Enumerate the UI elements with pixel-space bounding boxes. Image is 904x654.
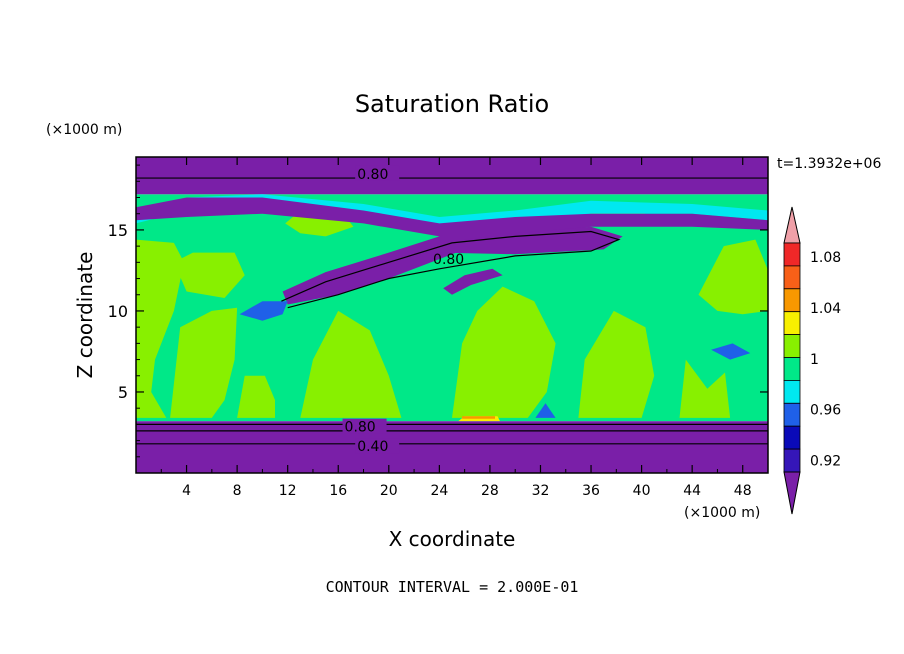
contour-label: 0.80 bbox=[433, 252, 464, 268]
x-tick-label: 36 bbox=[582, 483, 600, 499]
contour-label: 0.80 bbox=[357, 167, 388, 183]
y-tick-label: 10 bbox=[108, 302, 128, 321]
x-axis: 4 8 12 16 20 24 28 32 36 40 44 48 bbox=[160, 157, 752, 499]
plot-frame bbox=[135, 156, 769, 474]
contour-lines: 0.80 0.80 0.80 0.40 bbox=[136, 165, 768, 455]
plot-area bbox=[136, 157, 768, 473]
colorbar-swatch bbox=[783, 265, 801, 290]
field-patch bbox=[679, 359, 731, 418]
x-tick-label: 16 bbox=[329, 483, 347, 499]
x-tick-label: 40 bbox=[633, 483, 651, 499]
time-label: t=1.3932e+06 bbox=[777, 156, 881, 172]
colorbar-swatch bbox=[783, 357, 801, 381]
contour-label-bg bbox=[342, 418, 387, 434]
field-band bbox=[136, 421, 768, 473]
field-patch bbox=[443, 268, 503, 295]
colorbar-swatch bbox=[783, 334, 801, 358]
x-tick-label: 48 bbox=[734, 483, 752, 499]
y-axis-label: Z coordinate bbox=[73, 252, 97, 379]
y-axis: 5 10 15 bbox=[108, 164, 768, 458]
x-tick-label: 8 bbox=[233, 483, 242, 499]
x-tick-label: 44 bbox=[683, 483, 701, 499]
colorbar-label: 1.04 bbox=[810, 301, 841, 317]
field-patch bbox=[698, 239, 768, 315]
field-patch bbox=[452, 286, 556, 418]
field-patch bbox=[711, 343, 751, 360]
colorbar-swatch bbox=[783, 288, 801, 313]
field-patch bbox=[237, 375, 275, 418]
colorbar-swatch bbox=[783, 402, 801, 427]
x-tick-label: 28 bbox=[481, 483, 499, 499]
chart-title: Saturation Ratio bbox=[355, 90, 549, 118]
x-unit-label: (×1000 m) bbox=[684, 505, 760, 521]
contour-label-bg bbox=[355, 165, 400, 181]
field-band bbox=[136, 157, 768, 195]
field-patch bbox=[170, 307, 238, 418]
colorbar-swatch bbox=[783, 425, 801, 450]
contour-label: 0.80 bbox=[345, 420, 376, 436]
x-axis-label: X coordinate bbox=[389, 527, 516, 551]
field-patch bbox=[462, 416, 495, 419]
field-patch bbox=[173, 252, 245, 298]
contour-line bbox=[281, 230, 621, 309]
colorbar-swatch bbox=[783, 242, 801, 267]
field-patch bbox=[535, 403, 556, 418]
x-tick-label: 12 bbox=[279, 483, 297, 499]
contour-interval-note: CONTOUR INTERVAL = 2.000E-01 bbox=[326, 578, 579, 596]
y-unit-label: (×1000 m) bbox=[46, 122, 122, 138]
field-patch bbox=[239, 301, 288, 321]
x-tick-label: 4 bbox=[182, 483, 191, 499]
colorbar: 0.92 0.96 1 1.04 1.08 bbox=[783, 206, 841, 515]
x-tick-label: 24 bbox=[430, 483, 448, 499]
x-tick-label: 20 bbox=[380, 483, 398, 499]
contour-label-bg bbox=[355, 438, 400, 454]
colorbar-label: 1.08 bbox=[810, 250, 841, 266]
field-patch bbox=[578, 310, 655, 418]
contour-label: 0.40 bbox=[357, 439, 388, 455]
field-patch bbox=[136, 239, 184, 418]
field-patch bbox=[300, 310, 402, 418]
colorbar-label: 0.96 bbox=[810, 403, 841, 419]
colorbar-swatch bbox=[783, 448, 801, 473]
colorbar-top-triangle bbox=[783, 206, 801, 244]
x-tick-label: 32 bbox=[532, 483, 550, 499]
colorbar-swatch bbox=[783, 379, 801, 404]
colorbar-swatch bbox=[783, 311, 801, 336]
colorbar-label: 0.92 bbox=[810, 454, 841, 470]
field-patch bbox=[439, 226, 623, 255]
colorbar-bottom-triangle bbox=[783, 471, 801, 515]
colorbar-label: 1 bbox=[810, 352, 819, 368]
y-tick-label: 5 bbox=[118, 383, 128, 402]
y-tick-label: 15 bbox=[108, 221, 128, 240]
